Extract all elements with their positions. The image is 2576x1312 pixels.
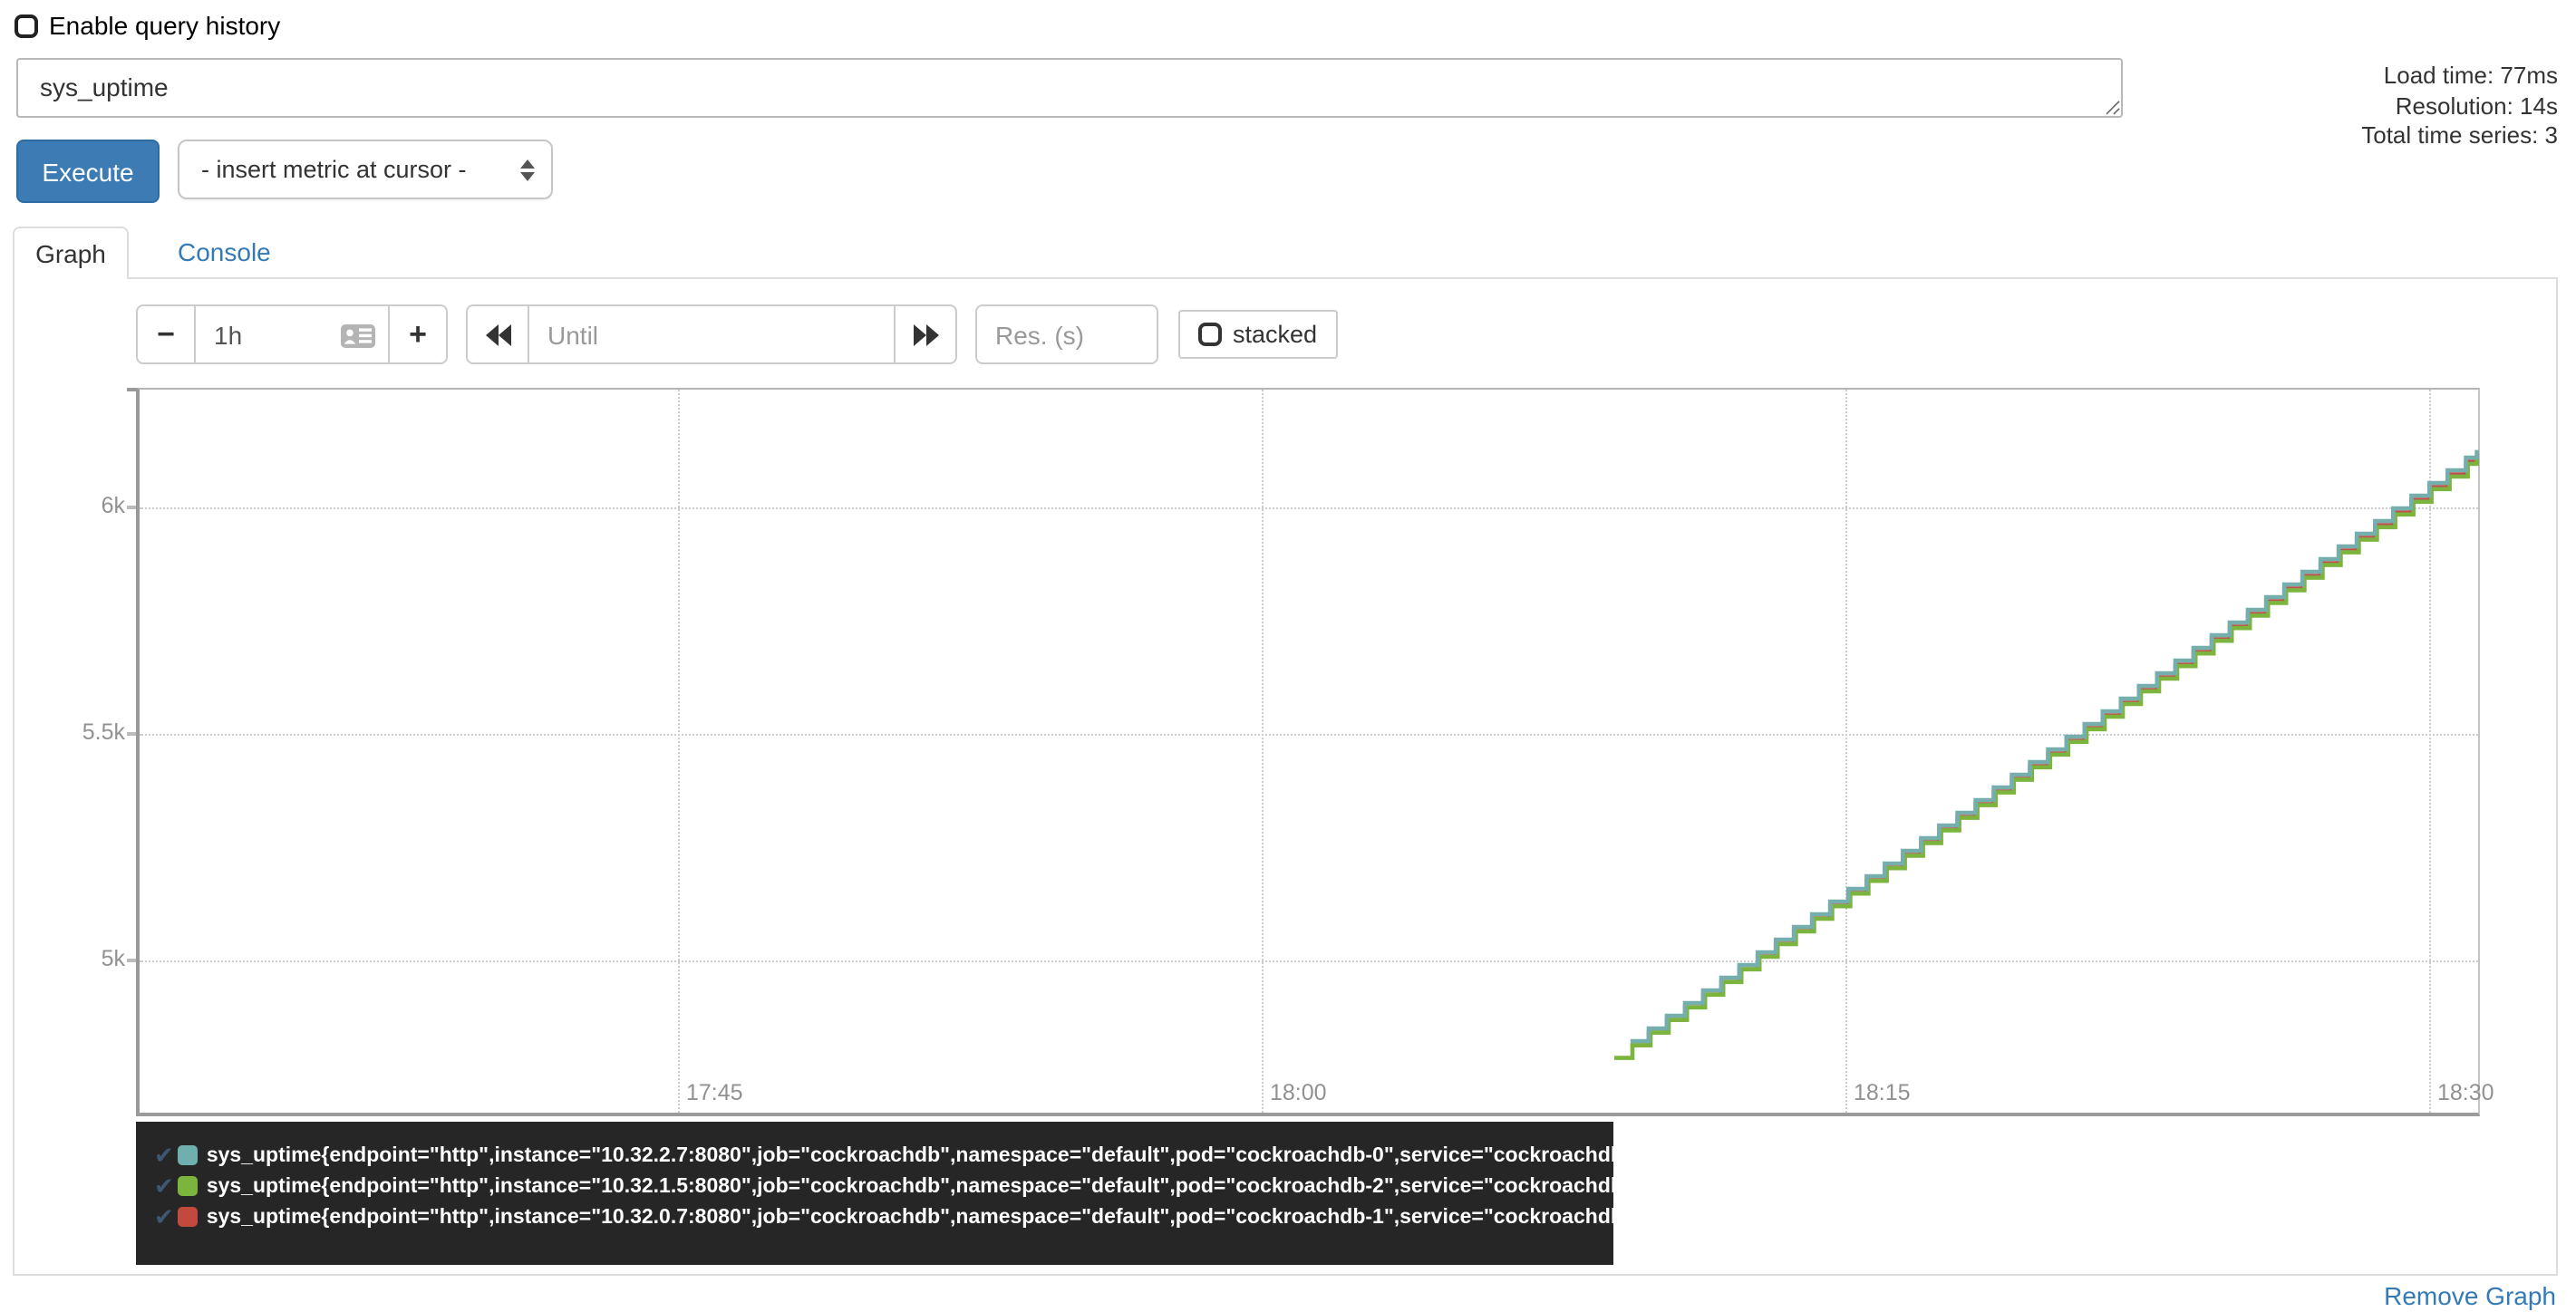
legend-series-label: sys_uptime{endpoint="http",instance="10.…	[206, 1206, 1641, 1228]
query-stats: Load time: 77ms Resolution: 14s Total ti…	[2361, 62, 2558, 151]
range-increase-button[interactable]: +	[388, 304, 448, 364]
chart-grid: 17:45 18:00 18:15 18:30 5k 5.5k 6k	[82, 388, 2494, 1113]
axis-tick-label: 18:00	[1270, 1080, 1327, 1105]
gridline	[127, 959, 136, 962]
legend-check-icon[interactable]: ✔	[154, 1202, 174, 1230]
range-input-wrap	[194, 304, 390, 364]
select-updown-icon	[520, 159, 535, 180]
series-line-cockroachdb-0 (10.32.2.7:8080)	[1630, 449, 2479, 1044]
axis-tick-label: 17:45	[686, 1080, 743, 1105]
legend-swatch	[177, 1207, 198, 1227]
gridline	[127, 388, 136, 391]
insert-metric-select[interactable]: - insert metric at cursor -	[178, 140, 553, 199]
tab-graph[interactable]: Graph	[13, 227, 129, 279]
resolution-input[interactable]	[977, 306, 1157, 362]
gridline	[1261, 390, 1263, 1113]
remove-graph-link[interactable]: Remove Graph	[2384, 1281, 2556, 1310]
fast-forward-icon	[913, 323, 938, 345]
gridline	[2428, 390, 2430, 1113]
gridline	[140, 507, 2478, 509]
autofill-contact-icon[interactable]	[341, 324, 375, 348]
tab-console[interactable]: Console	[178, 237, 271, 266]
range-decrease-button[interactable]: −	[136, 304, 196, 364]
enable-query-history-checkbox[interactable]	[15, 14, 38, 37]
gridline	[140, 960, 2478, 962]
minus-icon: −	[157, 317, 175, 352]
chart-series-lines	[1614, 449, 2479, 1060]
gridline	[140, 734, 2478, 736]
axis-tick-label: 18:15	[1854, 1080, 1911, 1105]
insert-metric-select-label: - insert metric at cursor -	[201, 156, 467, 183]
stacked-toggle[interactable]: stacked	[1178, 310, 1338, 359]
gridline	[677, 390, 679, 1113]
execute-button[interactable]: Execute	[16, 140, 160, 203]
legend-series-label: sys_uptime{endpoint="http",instance="10.…	[206, 1144, 1641, 1166]
stacked-label: stacked	[1233, 321, 1318, 348]
stacked-checkbox[interactable]	[1198, 323, 1222, 346]
legend-swatch	[177, 1145, 198, 1165]
axis-tick-label: 6k	[101, 493, 125, 518]
axis-tick-label: 5.5k	[82, 719, 125, 745]
time-back-button[interactable]	[466, 304, 529, 364]
gridline	[1845, 390, 1846, 1113]
tab-bar: Graph Console	[13, 227, 2558, 279]
legend-row: ✔ sys_uptime{endpoint="http",instance="10…	[154, 1140, 1641, 1171]
total-time-series: Total time series: 3	[2361, 121, 2558, 149]
graph-panel	[13, 277, 2558, 1276]
enable-query-history-label: Enable query history	[49, 11, 281, 40]
until-input-wrap	[528, 304, 896, 364]
legend-check-icon[interactable]: ✔	[154, 1141, 174, 1168]
axis-tick-label: 5k	[101, 946, 125, 971]
resolution: Resolution: 14s	[2395, 92, 2558, 119]
legend-swatch	[177, 1176, 198, 1196]
rewind-icon	[485, 323, 510, 345]
legend-series-label: sys_uptime{endpoint="http",instance="10.…	[206, 1175, 1641, 1197]
legend-row: ✔ sys_uptime{endpoint="http",instance="10…	[154, 1171, 1641, 1201]
legend-row: ✔ sys_uptime{endpoint="http",instance="10…	[154, 1201, 1641, 1232]
enable-query-history-row: Enable query history	[15, 11, 280, 40]
legend-check-icon[interactable]: ✔	[154, 1172, 174, 1199]
axis-tick-label: 18:30	[2437, 1080, 2494, 1105]
time-forward-button[interactable]	[894, 304, 957, 364]
resolution-input-wrap	[975, 304, 1158, 364]
plus-icon: +	[409, 317, 427, 352]
gridline	[127, 732, 136, 736]
query-input[interactable]: sys_uptime	[16, 58, 2123, 118]
chart-legend: ✔ sys_uptime{endpoint="http",instance="10…	[136, 1122, 1641, 1265]
gridline	[127, 506, 136, 509]
chart-plot-area[interactable]: 17:45 18:00 18:15 18:30 5k 5.5k 6k	[82, 388, 2494, 1116]
load-time: Load time: 77ms	[2383, 62, 2558, 89]
until-input[interactable]	[529, 306, 894, 362]
